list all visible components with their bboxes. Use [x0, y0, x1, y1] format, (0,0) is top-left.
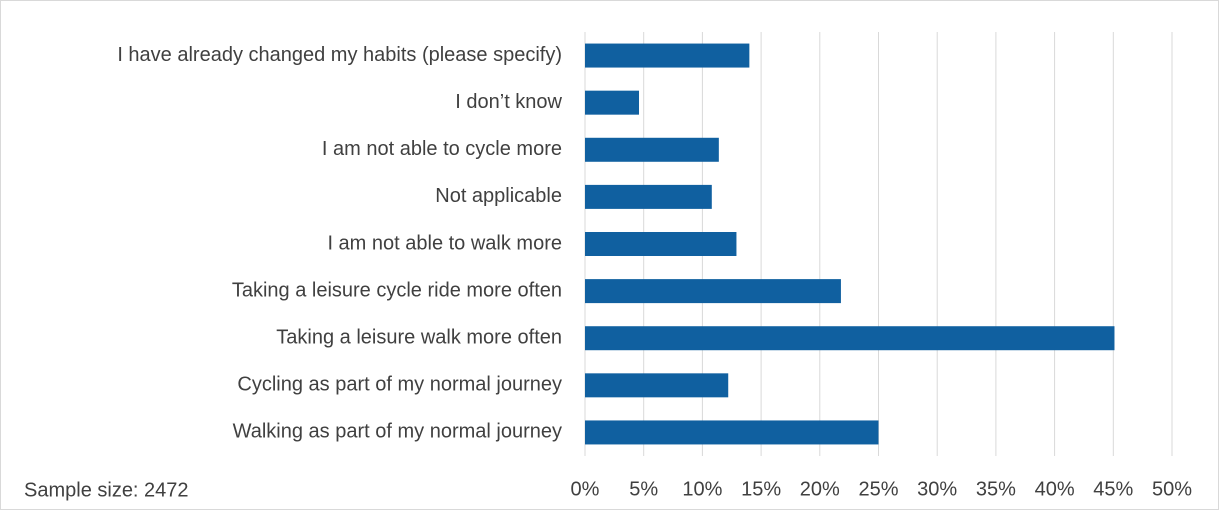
y-tick-label: Taking a leisure cycle ride more often [232, 279, 562, 301]
y-tick-label: I am not able to walk more [327, 232, 562, 254]
y-tick-label: Not applicable [435, 185, 562, 207]
bar [585, 279, 841, 304]
x-tick-label: 0% [571, 478, 600, 500]
x-tick-label: 20% [800, 478, 840, 500]
y-tick-label: I have already changed my habits (please… [117, 44, 562, 66]
y-tick-label: Walking as part of my normal journey [233, 421, 562, 443]
x-tick-label: 45% [1093, 478, 1133, 500]
bar [585, 184, 712, 209]
x-tick-label: 5% [629, 478, 658, 500]
bar [585, 43, 750, 68]
bar [585, 232, 737, 256]
bar [585, 137, 719, 162]
y-tick-label: I am not able to cycle more [322, 138, 562, 160]
x-tick-label: 25% [858, 478, 898, 500]
x-tick-label: 35% [976, 478, 1016, 500]
bar [585, 373, 729, 398]
annotation: Sample size: 2472 [24, 479, 189, 501]
bar [585, 420, 879, 445]
bar [585, 90, 640, 115]
x-tick-label: 50% [1152, 478, 1192, 500]
y-tick-label: I don’t know [455, 91, 562, 113]
y-tick-label: Taking a leisure walk more often [276, 327, 562, 349]
x-tick-label: 15% [741, 478, 781, 500]
bar [585, 326, 1115, 351]
x-tick-label: 30% [917, 478, 957, 500]
x-tick-label: 10% [682, 478, 722, 500]
x-tick-label: 40% [1035, 478, 1075, 500]
y-tick-label: Cycling as part of my normal journey [237, 374, 562, 396]
